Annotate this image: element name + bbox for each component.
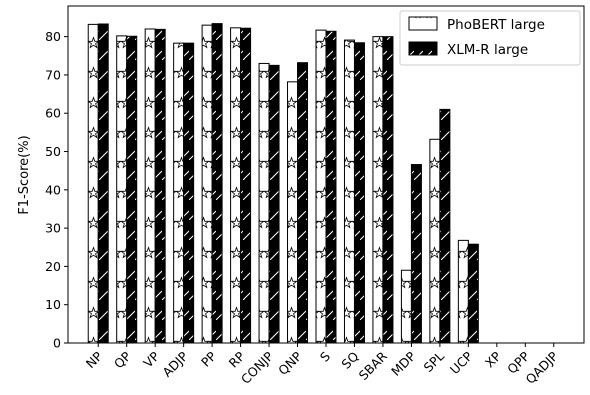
y-axis-label: F1-Score(%) <box>17 135 32 214</box>
y-tick-label: 70 <box>45 67 61 82</box>
x-tick-label-qp: QP <box>111 348 134 371</box>
bar-phobert-np <box>87 23 99 344</box>
bar-phobert-rp <box>230 27 242 344</box>
x-tick-label-conjp: CONJP <box>238 348 277 387</box>
y-tick-label: 20 <box>45 259 61 274</box>
bar-xlmr-sq <box>353 42 365 344</box>
x-tick-label-rp: RP <box>226 348 248 370</box>
x-tick-label-ucp: UCP <box>447 348 476 377</box>
bar-phobert-qnp <box>287 81 299 344</box>
bar-phobert-pp <box>201 24 213 344</box>
bar-phobert-qp <box>116 35 128 344</box>
x-tick-label-sbar: SBAR <box>356 348 391 383</box>
bar-xlmr-conjp <box>268 64 280 344</box>
legend: PhoBERT large XLM-R large <box>399 10 581 66</box>
x-tick-label-np: NP <box>83 348 106 371</box>
x-tick-label-pp: PP <box>198 348 220 370</box>
bar-xlmr-sbar <box>382 36 394 344</box>
bar-xlmr-qnp <box>297 62 309 344</box>
bar-xlmr-np <box>97 23 109 344</box>
bar-xlmr-pp <box>211 23 223 344</box>
bar-phobert-sbar <box>372 36 384 344</box>
bar-phobert-ucp <box>457 239 469 344</box>
bar-phobert-mdp <box>400 269 412 344</box>
y-tick-label: 30 <box>45 221 61 236</box>
x-tick-label-qadjp: QADJP <box>523 348 562 387</box>
y-tick-label: 50 <box>45 144 61 159</box>
bar-xlmr-qp <box>126 35 138 344</box>
bar-phobert-spl <box>429 138 441 344</box>
bar-xlmr-ucp <box>467 243 479 344</box>
bars-group <box>87 23 479 344</box>
legend-swatch-xlmr <box>408 41 438 56</box>
x-tick-label-adjp: ADJP <box>159 348 191 380</box>
y-tick-label: 60 <box>45 106 61 121</box>
x-tick-label-mdp: MDP <box>388 348 419 379</box>
x-tick-label-xp: XP <box>482 348 504 370</box>
bar-phobert-adjp <box>173 42 185 344</box>
legend-swatch-phobert <box>408 16 438 31</box>
legend-box <box>399 10 581 66</box>
bar-phobert-vp <box>144 28 156 344</box>
bar-phobert-sq <box>343 39 355 344</box>
bar-xlmr-mdp <box>410 164 422 344</box>
x-tick-label-sq: SQ <box>338 348 361 371</box>
x-tick-label-s: S <box>317 348 333 364</box>
y-tick-label: 0 <box>53 336 61 351</box>
bar-phobert-conjp <box>258 62 270 344</box>
bar-xlmr-vp <box>154 28 166 344</box>
x-tick-label-spl: SPL <box>421 348 447 374</box>
x-tick-label-vp: VP <box>140 348 162 370</box>
bar-xlmr-rp <box>240 27 252 344</box>
y-axis: 0 10 20 30 40 50 60 70 80 <box>45 29 68 351</box>
bar-xlmr-spl <box>439 108 451 344</box>
legend-label-phobert: PhoBERT large <box>447 17 545 33</box>
y-tick-label: 80 <box>45 29 61 44</box>
legend-label-xlmr: XLM-R large <box>447 42 528 58</box>
y-tick-label: 10 <box>45 297 61 312</box>
bar-phobert-s <box>315 29 327 344</box>
bar-xlmr-adjp <box>183 42 195 344</box>
x-tick-label-qnp: QNP <box>275 348 305 378</box>
bar-xlmr-s <box>325 30 337 344</box>
y-tick-label: 40 <box>45 182 61 197</box>
